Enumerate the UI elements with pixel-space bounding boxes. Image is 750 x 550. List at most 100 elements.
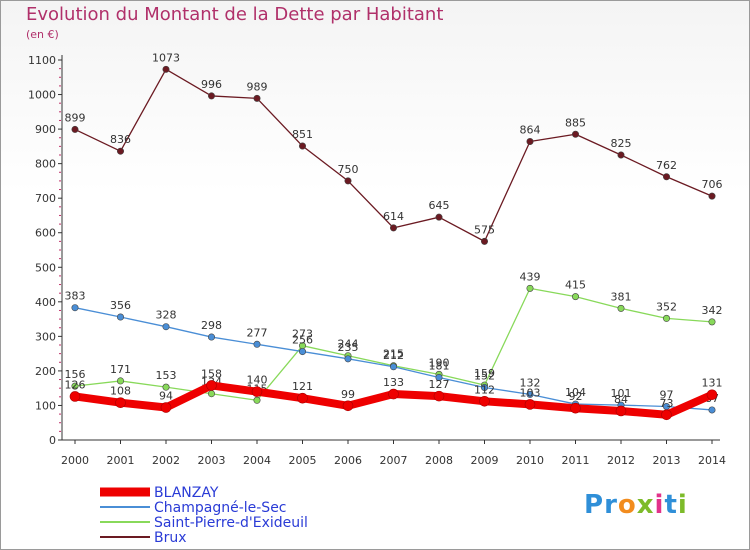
data-point — [435, 373, 443, 381]
data-point — [480, 237, 488, 245]
data-label: 383 — [65, 290, 86, 303]
data-point — [117, 313, 125, 321]
data-point — [479, 396, 490, 407]
data-point — [389, 363, 397, 371]
data-label: 158 — [201, 367, 222, 380]
series-blanzay: 126 108 94 158 140 121 99 133 127 112 103 92 84 73 131 — [65, 367, 723, 421]
data-point — [162, 65, 170, 73]
x-tick-label: 2000 — [61, 454, 89, 467]
data-point — [160, 402, 172, 413]
data-point — [71, 125, 79, 133]
data-label: 104 — [565, 386, 586, 399]
data-label: 439 — [520, 270, 541, 283]
data-point — [389, 224, 397, 232]
chart-unit: (en €) — [26, 28, 59, 41]
y-tick-label: 900 — [35, 123, 56, 136]
data-label: 212 — [383, 349, 404, 362]
y-tick-label: 500 — [35, 261, 56, 274]
data-label: 989 — [247, 80, 268, 93]
x-tick-label: 2002 — [152, 454, 180, 467]
y-tick-label: 800 — [35, 158, 56, 171]
data-label: 99 — [341, 388, 355, 401]
data-point — [208, 390, 216, 398]
x-tick-label: 2004 — [243, 454, 271, 467]
logo-letter: t — [664, 490, 678, 520]
x-tick-label: 2012 — [607, 454, 635, 467]
data-point — [71, 382, 79, 390]
data-label: 885 — [565, 116, 586, 129]
data-label: 140 — [247, 374, 268, 387]
y-tick-label: 400 — [35, 296, 56, 309]
logo-letter: P — [584, 490, 605, 520]
data-point — [253, 340, 261, 348]
y-tick-label: 700 — [35, 192, 56, 205]
data-label: 73 — [660, 397, 674, 410]
y-tick-label: 1000 — [28, 89, 56, 102]
logo-letter: i — [677, 490, 688, 520]
data-label: 171 — [110, 363, 131, 376]
y-tick-label: 600 — [35, 227, 56, 240]
data-point — [206, 380, 217, 391]
y-tick-label: 200 — [35, 365, 56, 378]
data-point — [117, 147, 125, 155]
data-label: 153 — [156, 369, 177, 382]
x-tick-label: 2001 — [107, 454, 135, 467]
data-label: 101 — [611, 387, 632, 400]
y-tick-label: 0 — [49, 434, 56, 447]
data-label: 614 — [383, 210, 404, 223]
data-label: 159 — [474, 367, 495, 380]
data-point — [208, 92, 216, 100]
data-point — [69, 391, 81, 402]
data-label: 152 — [474, 369, 495, 382]
data-point — [297, 392, 308, 404]
data-point — [115, 397, 126, 408]
data-label: 342 — [702, 304, 723, 317]
data-point — [662, 173, 670, 181]
data-point — [433, 390, 445, 402]
data-point — [435, 213, 443, 221]
data-point — [344, 177, 352, 185]
y-tick-label: 300 — [35, 330, 56, 343]
logo-letter: x — [636, 490, 655, 520]
data-label: 97 — [660, 388, 674, 401]
data-point — [117, 377, 125, 385]
data-label: 328 — [156, 309, 177, 322]
data-label: 762 — [656, 159, 677, 172]
series-brux: 899 836 1073 996 989 851 750 614 645 575 864 885 825… — [65, 51, 723, 245]
x-tick-label: 2005 — [289, 454, 317, 467]
data-label: 92 — [569, 390, 583, 403]
data-label: 352 — [656, 300, 677, 313]
x-tick-label: 2003 — [198, 454, 226, 467]
data-label: 127 — [429, 378, 450, 391]
data-label: 996 — [201, 78, 222, 91]
data-point — [570, 402, 581, 414]
proxiti-logo: Proxiti — [584, 490, 688, 520]
data-point — [571, 130, 579, 138]
x-tick-label: 2008 — [425, 454, 453, 467]
data-label: 851 — [292, 128, 313, 141]
data-label: 121 — [292, 380, 313, 393]
data-label: 244 — [338, 338, 359, 351]
legend-label: Champagné-le-Sec — [154, 500, 287, 516]
logo-letter: o — [617, 490, 637, 520]
data-label: 864 — [520, 124, 541, 137]
data-label: 825 — [611, 137, 632, 150]
data-point — [208, 333, 216, 341]
data-point — [617, 304, 625, 312]
data-label: 575 — [474, 223, 495, 236]
data-label: 750 — [338, 163, 359, 176]
data-point — [344, 355, 352, 363]
data-label: 133 — [383, 376, 404, 389]
data-label: 899 — [65, 111, 86, 124]
data-label: 1073 — [152, 51, 180, 64]
data-label: 298 — [201, 319, 222, 332]
data-point — [661, 409, 672, 421]
logo-letter: i — [654, 490, 665, 520]
data-label: 190 — [429, 356, 450, 369]
data-label: 108 — [110, 385, 131, 398]
legend-label: BLANZAY — [154, 485, 219, 501]
data-point — [71, 304, 79, 312]
y-tick-label: 100 — [35, 399, 56, 412]
